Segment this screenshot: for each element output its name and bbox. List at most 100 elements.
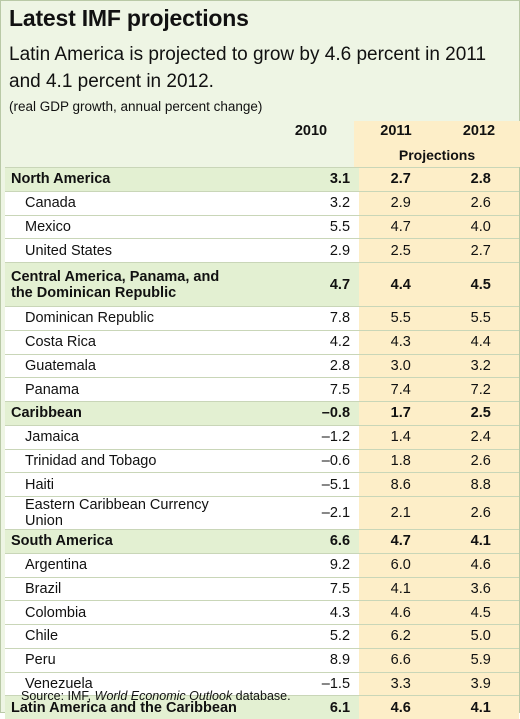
row-label: Canada bbox=[5, 190, 238, 215]
cell-2010: –1.2 bbox=[237, 424, 360, 449]
cell-2011: 6.0 bbox=[359, 552, 443, 577]
cell-2012: 4.5 bbox=[442, 600, 519, 625]
cell-2012: 3.9 bbox=[442, 671, 519, 696]
cell-2012: 5.0 bbox=[442, 624, 519, 649]
cell-2011: 4.6 bbox=[359, 600, 443, 625]
cell-2010: 5.5 bbox=[237, 214, 360, 239]
table-row-group: South America 6.6 4.7 4.1 bbox=[5, 529, 519, 554]
cell-2011: 2.5 bbox=[359, 238, 443, 263]
cell-2011: 3.0 bbox=[359, 353, 443, 378]
cell-2012: 8.8 bbox=[442, 472, 519, 497]
row-label: Guatemala bbox=[5, 353, 238, 378]
cell-2010: 2.9 bbox=[237, 238, 360, 263]
cell-2011: 1.8 bbox=[359, 448, 443, 473]
source-prefix: Source: IMF, bbox=[21, 689, 95, 703]
cell-2011: 6.6 bbox=[359, 647, 443, 672]
cell-2012: 4.1 bbox=[442, 695, 519, 719]
cell-2012: 2.4 bbox=[442, 424, 519, 449]
cell-2011: 4.4 bbox=[359, 262, 443, 307]
column-header-2011: 2011 bbox=[380, 123, 412, 139]
table-row: Canada 3.2 2.9 2.6 bbox=[5, 190, 519, 215]
table-row: Eastern Caribbean Currency Union –2.1 2.1 2… bbox=[5, 496, 519, 530]
cell-2012: 3.6 bbox=[442, 576, 519, 601]
table-row: United States 2.9 2.5 2.7 bbox=[5, 238, 519, 263]
source-note: Source: IMF, World Economic Outlook data… bbox=[21, 689, 291, 703]
cell-2011: 5.5 bbox=[359, 306, 443, 331]
cell-2010: –5.1 bbox=[237, 472, 360, 497]
source-title: World Economic Outlook bbox=[94, 689, 233, 703]
row-label: Eastern Caribbean Currency Union bbox=[5, 496, 238, 530]
cell-2012: 2.6 bbox=[442, 190, 519, 215]
cell-2011: 4.7 bbox=[359, 214, 443, 239]
units-note: (real GDP growth, annual percent change) bbox=[9, 99, 263, 114]
cell-2011: 1.4 bbox=[359, 424, 443, 449]
table-row: Panama 7.5 7.4 7.2 bbox=[5, 377, 519, 402]
cell-2010: –1.5 bbox=[237, 671, 360, 696]
row-label: Central America, Panama, and the Dominic… bbox=[5, 262, 238, 307]
cell-2010: –2.1 bbox=[237, 496, 360, 530]
subtitle: Latin America is projected to grow by 4.… bbox=[9, 44, 487, 92]
table-row: Costa Rica 4.2 4.3 4.4 bbox=[5, 329, 519, 354]
table-row: Dominican Republic 7.8 5.5 5.5 bbox=[5, 306, 519, 331]
row-label: Brazil bbox=[5, 576, 238, 601]
cell-2011: 8.6 bbox=[359, 472, 443, 497]
table-row: Mexico 5.5 4.7 4.0 bbox=[5, 214, 519, 239]
table-row: Venezuela –1.5 3.3 3.9 bbox=[5, 671, 519, 696]
cell-2012: 2.6 bbox=[442, 448, 519, 473]
cell-2010: 9.2 bbox=[237, 552, 360, 577]
cell-2012: 3.2 bbox=[442, 353, 519, 378]
row-label: Costa Rica bbox=[5, 329, 238, 354]
data-table: North America 3.1 2.7 2.8 Canada 3.2 2.9 2.6 Mex… bbox=[5, 167, 519, 719]
cell-2010: –0.8 bbox=[237, 401, 360, 426]
cell-2010: 7.8 bbox=[237, 306, 360, 331]
row-label: Chile bbox=[5, 624, 238, 649]
cell-2010: 7.5 bbox=[237, 377, 360, 402]
table-row-group: Caribbean –0.8 1.7 2.5 bbox=[5, 401, 519, 426]
page-title: Latest IMF projections bbox=[9, 5, 249, 31]
row-label: North America bbox=[5, 167, 238, 192]
cell-2011: 2.7 bbox=[359, 167, 443, 192]
row-label: Trinidad and Tobago bbox=[5, 448, 238, 473]
cell-2010: 6.6 bbox=[237, 529, 360, 554]
cell-2011: 7.4 bbox=[359, 377, 443, 402]
table-row: Trinidad and Tobago –0.6 1.8 2.6 bbox=[5, 448, 519, 473]
table-row-group: Central America, Panama, and the Dominic… bbox=[5, 262, 519, 307]
column-header-2012: 2012 bbox=[462, 123, 496, 139]
row-label: South America bbox=[5, 529, 238, 554]
cell-2010: 4.3 bbox=[237, 600, 360, 625]
cell-2012: 2.8 bbox=[442, 167, 519, 192]
cell-2012: 2.6 bbox=[442, 496, 519, 530]
cell-2012: 5.9 bbox=[442, 647, 519, 672]
cell-2010: 4.7 bbox=[237, 262, 360, 307]
table-row: Chile 5.2 6.2 5.0 bbox=[5, 624, 519, 649]
cell-2011: 6.2 bbox=[359, 624, 443, 649]
row-label: Colombia bbox=[5, 600, 238, 625]
table-row: Haiti –5.1 8.6 8.8 bbox=[5, 472, 519, 497]
table-row: Guatemala 2.8 3.0 3.2 bbox=[5, 353, 519, 378]
row-label: Mexico bbox=[5, 214, 238, 239]
cell-2011: 2.1 bbox=[359, 496, 443, 530]
cell-2011: 4.7 bbox=[359, 529, 443, 554]
projections-label: Projections bbox=[398, 147, 476, 163]
cell-2012: 2.7 bbox=[442, 238, 519, 263]
cell-2010: 2.8 bbox=[237, 353, 360, 378]
row-label: Venezuela bbox=[5, 671, 238, 696]
table-row: Colombia 4.3 4.6 4.5 bbox=[5, 600, 519, 625]
row-label: Jamaica bbox=[5, 424, 238, 449]
cell-2012: 4.4 bbox=[442, 329, 519, 354]
source-suffix: database. bbox=[232, 689, 291, 703]
cell-2010: 5.2 bbox=[237, 624, 360, 649]
row-label: Argentina bbox=[5, 552, 238, 577]
cell-2012: 4.6 bbox=[442, 552, 519, 577]
cell-2011: 3.3 bbox=[359, 671, 443, 696]
cell-2010: 8.9 bbox=[237, 647, 360, 672]
column-header-2010: 2010 bbox=[294, 123, 328, 139]
cell-2012: 4.0 bbox=[442, 214, 519, 239]
projection-header-shading bbox=[354, 121, 520, 167]
cell-2010: 3.1 bbox=[237, 167, 360, 192]
cell-2010: –0.6 bbox=[237, 448, 360, 473]
cell-2011: 2.9 bbox=[359, 190, 443, 215]
cell-2011: 1.7 bbox=[359, 401, 443, 426]
cell-2010: 4.2 bbox=[237, 329, 360, 354]
